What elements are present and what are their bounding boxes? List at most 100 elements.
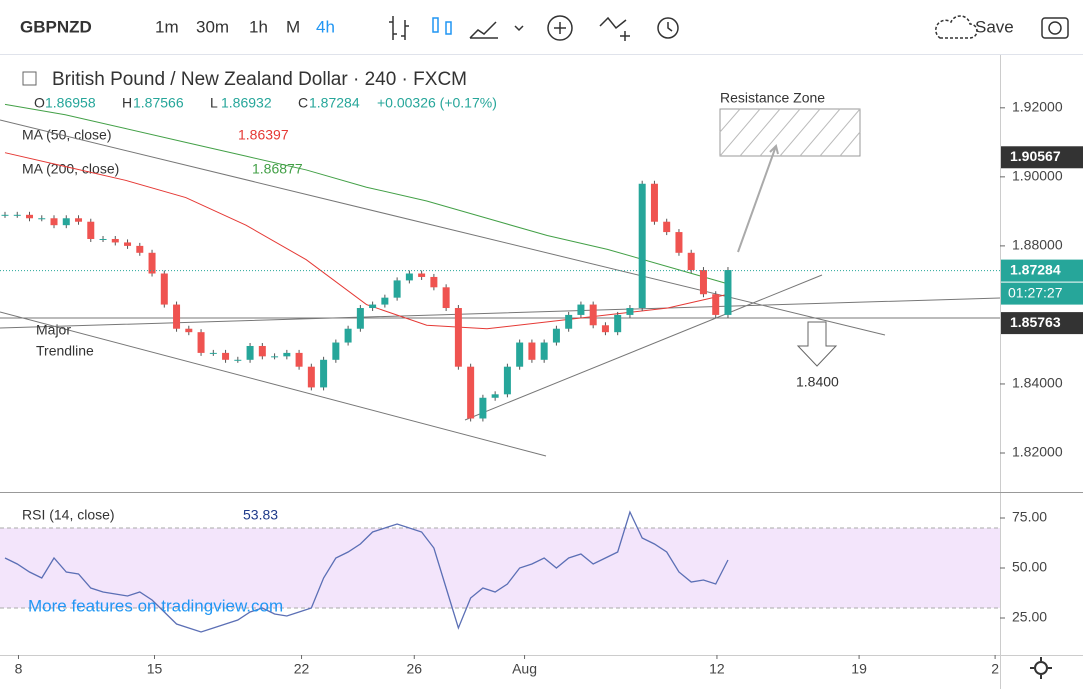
candle — [675, 232, 683, 253]
candle — [222, 352, 230, 360]
candle — [75, 218, 83, 222]
candle — [601, 325, 609, 333]
candle — [99, 238, 107, 240]
candle — [26, 214, 34, 219]
toolbar-icons — [389, 15, 1069, 41]
x-tick-label: 26 — [406, 661, 422, 677]
ohlc-key: O — [34, 95, 45, 111]
resistance-label: Resistance Zone — [720, 90, 825, 106]
interval-button[interactable]: 1m — [155, 17, 179, 36]
ohlc-key: L — [210, 95, 218, 111]
candle — [479, 397, 487, 419]
hatch — [719, 108, 861, 157]
trendlines — [0, 119, 1001, 457]
candle — [160, 273, 168, 305]
indicator-value: 1.86397 — [238, 127, 289, 143]
price-label-bg — [1001, 146, 1083, 169]
x-tick-label: 19 — [851, 661, 867, 677]
ohlc-change: +0.00326 (+0.17%) — [377, 95, 497, 111]
candle — [650, 183, 658, 222]
y-tick-label: 1.84000 — [1012, 375, 1063, 391]
arrow-down — [796, 321, 838, 367]
candle — [209, 352, 217, 354]
symbol[interactable]: GBPNZD — [20, 17, 92, 36]
candle — [197, 332, 205, 353]
countdown: 01:27:27 — [1008, 284, 1063, 300]
indicator-name: MA (200, close) — [22, 161, 119, 177]
candle — [565, 314, 573, 329]
ohlc-value: 1.86958 — [45, 95, 96, 111]
candle — [246, 345, 254, 360]
candle — [173, 304, 181, 329]
candle — [234, 359, 242, 361]
rsi-tick-label: 75.00 — [1012, 509, 1047, 525]
interval-button[interactable]: 4h — [316, 17, 335, 36]
interval-button[interactable]: 1h — [249, 17, 268, 36]
candle — [491, 394, 499, 398]
candle — [320, 359, 328, 388]
candle — [626, 308, 634, 315]
candle — [258, 345, 266, 357]
price-label: 1.85763 — [1010, 314, 1061, 330]
watermark[interactable]: More features on tradingview.com — [28, 596, 283, 615]
ohlc-key: H — [122, 95, 132, 111]
candle — [663, 221, 671, 233]
price-label: 1.87284 — [1010, 261, 1061, 277]
candle — [430, 276, 438, 288]
candle — [111, 238, 119, 243]
x-tick-label: Aug — [512, 661, 537, 677]
save-button[interactable]: Save — [975, 17, 1014, 36]
rsi-tick-label: 50.00 — [1012, 559, 1047, 575]
candle — [454, 308, 462, 367]
candle — [13, 214, 21, 216]
settings-icon[interactable] — [1030, 657, 1052, 679]
candle — [577, 304, 585, 315]
price-label-bg — [1001, 259, 1083, 282]
candle — [50, 218, 58, 226]
ohlc-value: 1.87566 — [133, 95, 184, 111]
candle — [552, 328, 560, 343]
candle — [38, 218, 46, 220]
candle — [614, 314, 622, 333]
candle — [62, 218, 70, 226]
candle — [405, 273, 413, 281]
candle — [87, 221, 95, 239]
trendline-label: Major — [36, 322, 71, 338]
candle — [381, 297, 389, 305]
candle — [503, 366, 511, 395]
candle — [540, 342, 548, 360]
candle — [369, 304, 377, 309]
interval-button[interactable]: M — [286, 17, 300, 36]
candle — [1, 214, 9, 216]
ohlc-key: C — [298, 95, 308, 111]
y-tick-label: 1.88000 — [1012, 237, 1063, 253]
candle — [724, 270, 732, 315]
rsi-tick-label: 25.00 — [1012, 609, 1047, 625]
candle — [148, 252, 156, 274]
rsi-name: RSI (14, close) — [22, 507, 115, 523]
candle — [344, 328, 352, 343]
candle — [124, 242, 132, 246]
candle — [185, 328, 193, 333]
candle — [283, 352, 291, 357]
candle — [528, 342, 536, 360]
rsi-band — [0, 528, 1000, 608]
price-label: 1.90567 — [1010, 148, 1061, 164]
rsi-value: 53.83 — [243, 507, 278, 523]
interval-button[interactable]: 30m — [196, 17, 229, 36]
candle — [516, 342, 524, 367]
moving-average — [4, 103, 729, 285]
candle — [356, 308, 364, 329]
collapse-icon[interactable] — [22, 71, 37, 86]
indicator-value: 1.86877 — [252, 161, 303, 177]
candle — [418, 273, 426, 277]
y-tick-label: 1.92000 — [1012, 99, 1063, 115]
countdown-bg — [1001, 282, 1083, 305]
candle — [638, 183, 646, 309]
candle — [271, 356, 279, 358]
y-tick-label: 1.82000 — [1012, 444, 1063, 460]
trendline-label: Trendline — [36, 343, 94, 359]
x-tick-label: 12 — [709, 661, 725, 677]
